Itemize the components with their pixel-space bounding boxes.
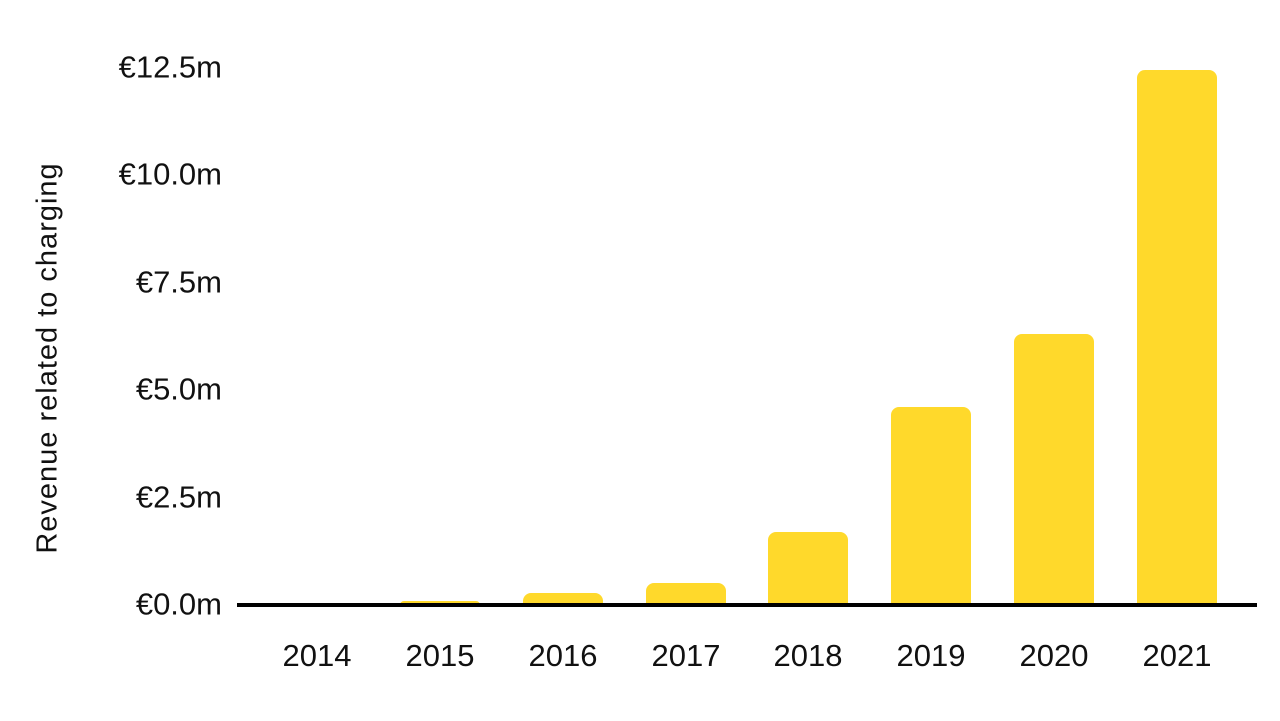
x-tick-label-2017: 2017 — [651, 638, 721, 673]
bar-2019 — [891, 407, 971, 605]
x-tick-label-2016: 2016 — [528, 638, 598, 673]
y-tick-label: €12.5m — [118, 49, 222, 85]
bar-2016 — [523, 593, 603, 605]
bar-2020 — [1014, 334, 1094, 605]
y-tick-label: €2.5m — [135, 478, 222, 514]
x-tick-label-2014: 2014 — [282, 638, 352, 673]
bar-2017 — [646, 583, 726, 605]
y-tick-label: €10.0m — [118, 156, 222, 192]
y-tick-label: €5.0m — [135, 371, 222, 407]
bar-2018 — [768, 532, 848, 605]
x-tick-label-2018: 2018 — [773, 638, 843, 673]
x-tick-label-2020: 2020 — [1019, 638, 1089, 673]
y-tick-label: €7.5m — [135, 264, 222, 300]
y-tick-label: €0.0m — [135, 586, 222, 622]
x-tick-label-2021: 2021 — [1142, 638, 1212, 673]
x-tick-label-2015: 2015 — [405, 638, 475, 673]
x-tick-label-2019: 2019 — [896, 638, 966, 673]
y-axis-tick-labels: €0.0m €2.5m €5.0m €7.5m €10.0m €12.5m — [0, 0, 222, 721]
x-axis-line — [237, 603, 1257, 607]
bar-2021 — [1137, 70, 1217, 605]
